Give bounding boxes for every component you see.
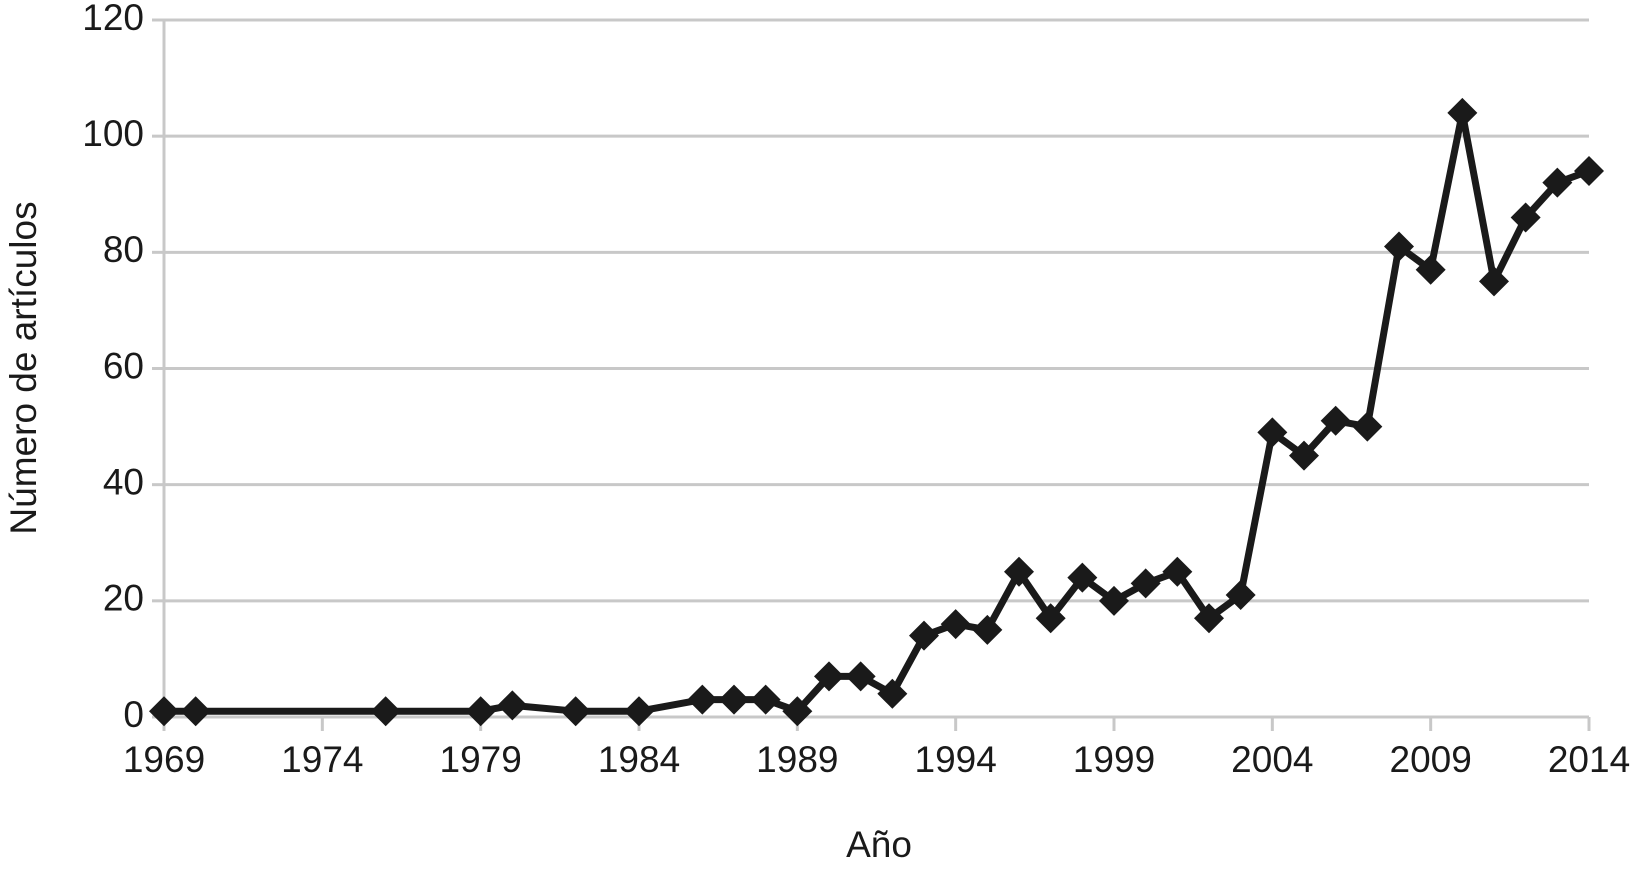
- x-tick-label: 2009: [1390, 739, 1472, 780]
- data-marker: [370, 696, 401, 727]
- data-marker: [719, 684, 749, 715]
- data-marker: [814, 661, 844, 692]
- x-axis-label: Año: [846, 824, 912, 865]
- y-tick-label: 100: [82, 113, 144, 154]
- x-tick-label: 2004: [1231, 739, 1313, 780]
- data-marker: [687, 684, 718, 715]
- data-marker: [782, 696, 813, 727]
- data-marker: [1225, 580, 1256, 611]
- data-marker: [1162, 556, 1193, 587]
- x-tick-label: 1979: [440, 739, 522, 780]
- x-tick-label: 1994: [915, 739, 997, 780]
- data-marker: [1130, 568, 1161, 599]
- data-marker: [845, 661, 876, 692]
- data-marker: [940, 609, 971, 640]
- data-marker: [1067, 562, 1098, 593]
- data-marker: [1510, 202, 1541, 233]
- x-tick-label: 1989: [756, 739, 838, 780]
- data-marker: [877, 678, 908, 709]
- data-marker: [909, 620, 939, 651]
- data-marker: [1099, 585, 1129, 616]
- y-tick-label: 0: [123, 694, 144, 735]
- data-marker: [465, 696, 496, 727]
- y-axis-label: Número de artículos: [3, 201, 44, 534]
- y-tick-label: 120: [82, 0, 144, 38]
- data-marker: [1447, 97, 1478, 128]
- data-marker: [1384, 231, 1414, 262]
- data-marker: [1479, 266, 1509, 297]
- data-marker: [149, 696, 179, 727]
- y-tick-label: 60: [103, 345, 144, 386]
- data-marker: [624, 696, 654, 727]
- x-tick-label: 1969: [123, 739, 205, 780]
- data-marker: [1352, 411, 1383, 442]
- data-marker: [1194, 603, 1224, 634]
- data-marker: [1035, 603, 1066, 634]
- y-tick-label: 40: [103, 461, 144, 502]
- x-tick-label: 1974: [281, 739, 363, 780]
- data-marker: [1574, 156, 1604, 187]
- data-marker: [1542, 167, 1573, 198]
- data-line: [164, 109, 1591, 715]
- data-marker: [1415, 254, 1446, 285]
- data-marker: [180, 696, 211, 727]
- data-marker: [1257, 417, 1288, 448]
- data-marker: [1289, 440, 1319, 471]
- data-marker: [750, 684, 781, 715]
- y-tick-label: 20: [103, 578, 144, 619]
- data-marker: [1004, 556, 1034, 587]
- x-tick-label: 1999: [1073, 739, 1155, 780]
- data-marker: [497, 690, 528, 721]
- data-marker: [1320, 405, 1351, 436]
- data-marker: [972, 614, 1003, 645]
- data-marker: [560, 696, 591, 727]
- x-tick-label: 1984: [598, 739, 680, 780]
- y-tick-label: 80: [103, 229, 144, 270]
- x-tick-label: 2014: [1548, 739, 1630, 780]
